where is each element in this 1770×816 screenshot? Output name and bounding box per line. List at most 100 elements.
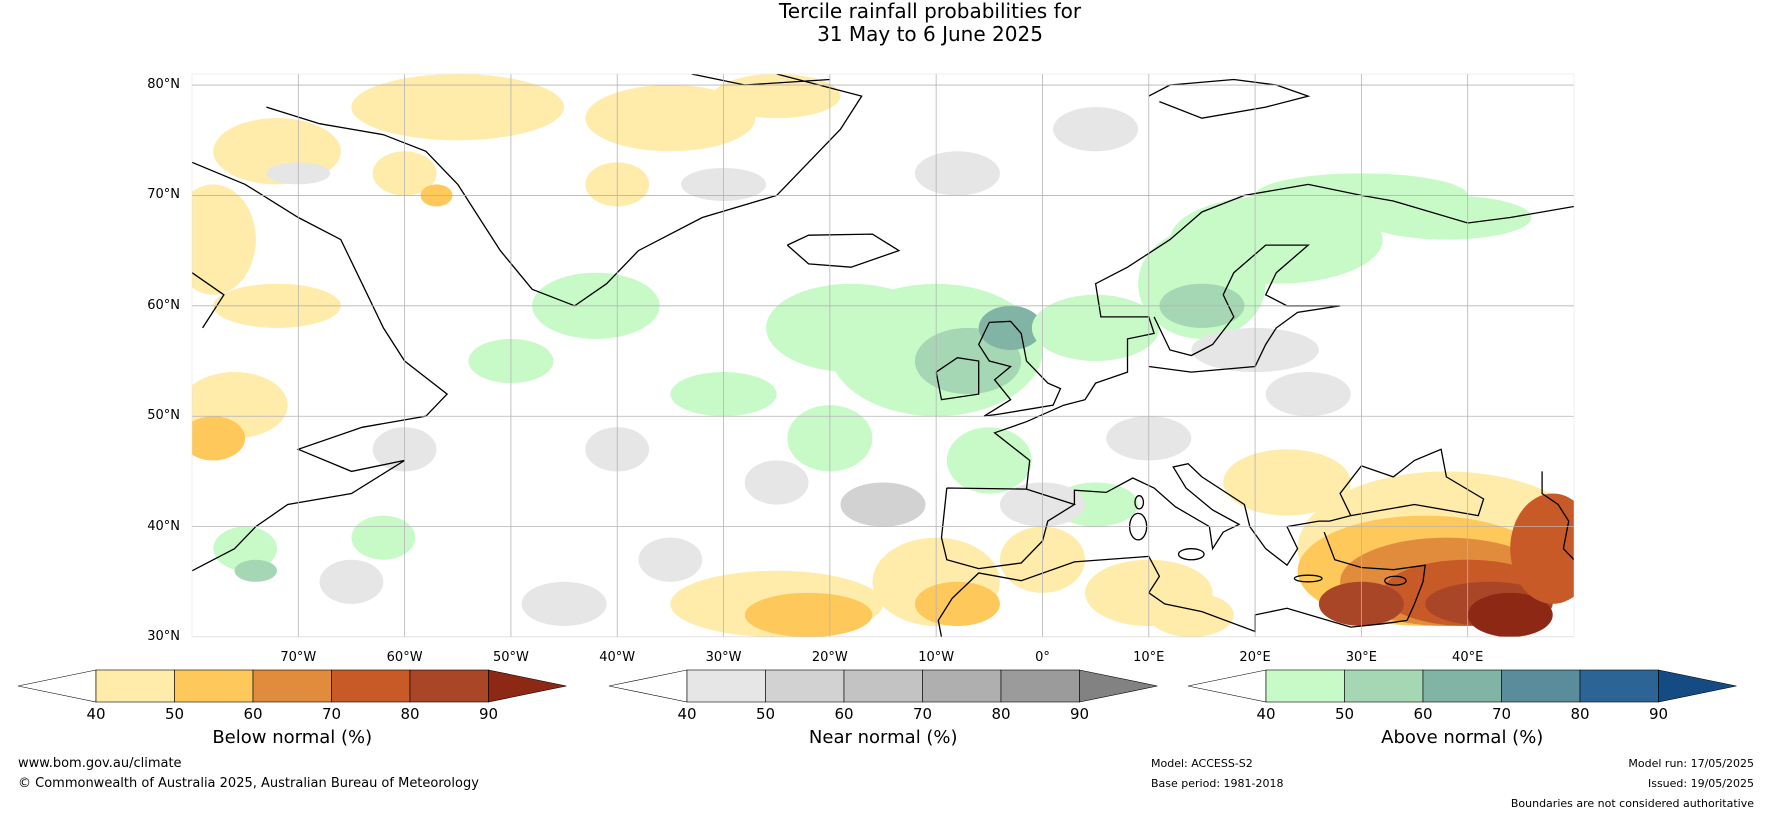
island-outline [1177, 548, 1205, 561]
colorbar-tick-label: 60 [834, 705, 854, 723]
colorbar-segment [765, 669, 845, 703]
coastline [940, 487, 1076, 570]
colorbar-segment [95, 669, 175, 703]
probability-region [351, 74, 565, 141]
website-url[interactable]: www.bom.gov.au/climate [18, 756, 182, 771]
lon-tick-label: 10°E [1133, 650, 1165, 665]
probability-region [1265, 372, 1351, 417]
probability-region [351, 515, 416, 560]
map-title: Tercile rainfall probabilities for 31 Ma… [700, 0, 1160, 46]
lon-tick-label: 20°E [1239, 650, 1271, 665]
probability-region [1148, 592, 1234, 637]
lon-tick-label: 30°W [705, 650, 742, 665]
lat-tick-label: 40°N [147, 518, 180, 534]
coastline [786, 233, 901, 268]
model-name: Model: ACCESS-S2 [1151, 757, 1253, 770]
probability-region [234, 559, 278, 582]
colorbar-label: Near normal (%) [808, 727, 958, 748]
colorbar-min-extension [1187, 669, 1267, 703]
island-outline [1384, 575, 1407, 586]
probability-region [638, 537, 703, 582]
title-line-1: Tercile rainfall probabilities for [778, 0, 1082, 23]
graticule [192, 74, 1574, 637]
lon-tick-label: 20°W [811, 650, 848, 665]
coastline [1541, 471, 1574, 561]
island-outline [1134, 495, 1145, 510]
colorbar-segment [686, 669, 766, 703]
lat-tick-label: 60°N [147, 297, 180, 313]
lat-tick-label: 50°N [147, 408, 180, 424]
colorbar-segment [843, 669, 923, 703]
probability-region [1467, 592, 1553, 637]
colorbar-tick-label: 70 [321, 705, 342, 723]
island-outline [1293, 574, 1323, 583]
colorbar-tick-label: 70 [1491, 705, 1512, 723]
probability-region [521, 581, 607, 626]
lon-tick-label: 50°W [492, 650, 529, 665]
probability-region [978, 305, 1043, 350]
colorbar-tick-label: 50 [164, 705, 185, 723]
lon-tick-label: 60°W [386, 650, 423, 665]
probability-region [914, 151, 1000, 196]
colorbar-label: Above normal (%) [1381, 727, 1544, 748]
colorbar-segment [1579, 669, 1659, 703]
colorbar-segment [331, 669, 411, 703]
probability-region [1170, 195, 1383, 284]
boundary-disclaimer: Boundaries are not considered authoritat… [1510, 797, 1754, 810]
colorbar [608, 669, 1158, 703]
lon-tick-label: 0° [1035, 650, 1050, 665]
probability-region [946, 427, 1032, 494]
lon-tick-label: 70°W [280, 650, 317, 665]
colorbar-max-extension [488, 669, 567, 703]
colorbar-tick-label: 50 [1334, 705, 1355, 723]
colorbar-segment [174, 669, 254, 703]
colorbar-segment [1265, 669, 1345, 703]
probability-region [192, 184, 256, 295]
colorbar-tick-label: 60 [1413, 705, 1433, 723]
probability-region [914, 581, 1000, 626]
probability-region [192, 416, 246, 461]
probability-regions [192, 74, 1574, 637]
colorbar-segment [1344, 669, 1424, 703]
colorbar-segment [409, 669, 489, 703]
title-line-2: 31 May to 6 June 2025 [817, 22, 1043, 46]
probability-region [1053, 107, 1139, 152]
coastline [192, 272, 225, 329]
lat-tick-label: 80°N [147, 77, 180, 93]
colorbar-segment [922, 669, 1002, 703]
probability-region [1361, 195, 1532, 240]
colorbar-label: Below normal (%) [212, 727, 373, 748]
probability-region [744, 592, 873, 637]
base-period: Base period: 1981-2018 [1151, 777, 1284, 790]
lon-tick-label: 30°E [1345, 650, 1378, 665]
lat-tick-label: 70°N [147, 187, 180, 203]
colorbar-max-extension [1079, 669, 1158, 703]
colorbar-tick-label: 90 [1648, 705, 1669, 723]
issued-date: Issued: 19/05/2025 [1647, 777, 1754, 790]
colorbar-max-extension [1658, 669, 1737, 703]
lat-tick-label: 30°N [147, 629, 180, 644]
colorbar-segment [1000, 669, 1080, 703]
coastline [1323, 531, 1426, 621]
coastline [1148, 78, 1311, 119]
colorbar-tick-label: 90 [1069, 705, 1090, 723]
colorbar [1187, 669, 1737, 703]
colorbar-min-extension [17, 669, 97, 703]
lon-tick-label: 10°W [918, 650, 955, 665]
coastline [993, 183, 1574, 490]
probability-region [744, 460, 809, 505]
probability-region [1510, 493, 1574, 604]
probability-region [319, 559, 384, 604]
coastline [1073, 448, 1485, 567]
colorbar-tick-label: 40 [1256, 705, 1276, 723]
copyright-text: © Commonwealth of Australia 2025, Austra… [18, 776, 479, 791]
coastline [935, 357, 980, 401]
colorbar-tick-label: 80 [1570, 705, 1590, 723]
probability-region [585, 85, 756, 152]
colorbar-tick-label: 40 [86, 705, 106, 723]
colorbar-segment [252, 669, 332, 703]
colorbar-segment [1501, 669, 1581, 703]
colorbar [17, 669, 567, 703]
probability-region [213, 526, 278, 571]
